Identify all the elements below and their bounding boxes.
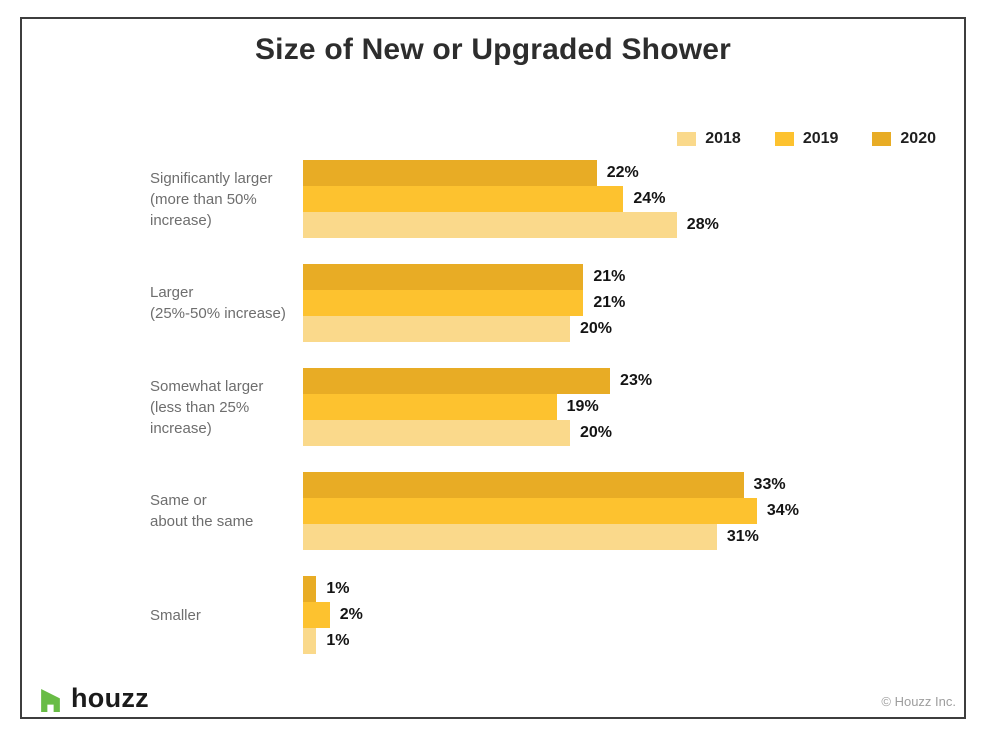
- bar-line-2018: 31%: [303, 524, 940, 550]
- category-label-line: Somewhat larger: [150, 377, 264, 395]
- legend-item-2018: 2018: [677, 130, 741, 148]
- bar-group: 33% 34% 31%: [303, 472, 940, 550]
- category-label-line: (more than 50%: [150, 190, 257, 208]
- bar-2019: [303, 498, 757, 524]
- bar-line-2019: 19%: [303, 394, 940, 420]
- category-label: Smaller: [150, 576, 303, 654]
- category-label-line: increase): [150, 211, 212, 229]
- category-label-line: Smaller: [150, 606, 201, 624]
- bar-line-2019: 24%: [303, 186, 940, 212]
- bar-line-2020: 22%: [303, 160, 940, 186]
- legend: 2018 2019 2020: [677, 130, 936, 148]
- bar-group: 21% 21% 20%: [303, 264, 940, 342]
- category-label-line: increase): [150, 419, 212, 437]
- bar-group: 22% 24% 28%: [303, 160, 940, 238]
- category-label-line: about the same: [150, 513, 254, 530]
- legend-item-2019: 2019: [774, 130, 839, 148]
- category-label-line: (25%-50% increase): [150, 305, 286, 322]
- category-row: Somewhat larger (less than 25% increase) 23…: [150, 368, 940, 446]
- value-label-2018: 31%: [726, 528, 759, 545]
- legend-label-2019: 2019: [802, 130, 839, 147]
- legend-label-2018: 2018: [705, 130, 741, 147]
- category-label-line: Same or: [150, 492, 207, 509]
- bar-2018: [303, 524, 717, 550]
- value-label-2020: 21%: [593, 268, 626, 285]
- value-label-2020: 23%: [620, 372, 653, 389]
- copyright-text: © Houzz Inc.: [881, 694, 956, 709]
- bar-line-2018: 28%: [303, 212, 940, 238]
- bar-2018: [303, 420, 570, 446]
- bar-2020: [303, 160, 597, 186]
- bar-group: 23% 19% 20%: [303, 368, 940, 446]
- bar-line-2018: 20%: [303, 420, 940, 446]
- legend-swatch-2018: [677, 132, 697, 146]
- category-row: Larger (25%-50% increase) 21% 21% 20%: [150, 264, 940, 342]
- bar-line-2020: 1%: [303, 576, 940, 602]
- value-label-2019: 24%: [633, 190, 666, 207]
- bar-2019: [303, 394, 557, 420]
- bar-2020: [303, 472, 744, 498]
- category-label-line: (less than 25%: [150, 398, 250, 416]
- value-label-2019: 21%: [593, 294, 626, 311]
- bar-2020: [303, 576, 317, 602]
- bar-2019: [303, 186, 624, 212]
- bar-group: 1% 2% 1%: [303, 576, 940, 654]
- bar-line-2020: 33%: [303, 472, 940, 498]
- bar-line-2019: 34%: [303, 498, 940, 524]
- bar-2018: [303, 212, 677, 238]
- bar-2020: [303, 368, 611, 394]
- bar-line-2018: 1%: [303, 628, 940, 654]
- category-label: Larger (25%-50% increase): [150, 264, 303, 342]
- legend-label-2020: 2020: [900, 130, 936, 147]
- houzz-h-icon: [41, 688, 60, 712]
- houzz-wordmark: houzz: [71, 683, 149, 713]
- value-label-2020: 22%: [606, 164, 639, 181]
- bar-line-2020: 21%: [303, 264, 940, 290]
- bar-2018: [303, 628, 317, 654]
- bar-2020: [303, 264, 584, 290]
- category-row: Smaller 1% 2% 1%: [150, 576, 940, 654]
- bar-line-2019: 2%: [303, 602, 940, 628]
- category-label: Same or about the same: [150, 472, 303, 550]
- bar-line-2020: 23%: [303, 368, 940, 394]
- bar-line-2019: 21%: [303, 290, 940, 316]
- legend-item-2020: 2020: [872, 130, 936, 148]
- bar-2018: [303, 316, 570, 342]
- category-label: Significantly larger (more than 50% increa…: [150, 160, 303, 238]
- value-label-2020: 33%: [753, 476, 786, 493]
- value-label-2019: 34%: [766, 502, 799, 519]
- bar-2019: [303, 602, 330, 628]
- value-label-2018: 20%: [580, 424, 613, 441]
- category-label-line: Significantly larger: [150, 169, 273, 187]
- chart-frame: Size of New or Upgraded Shower 2018 2019 2…: [20, 17, 966, 719]
- category-label-line: Larger: [150, 284, 194, 301]
- value-label-2018: 20%: [580, 320, 613, 337]
- houzz-logo: houzz: [38, 685, 149, 715]
- bar-line-2018: 20%: [303, 316, 940, 342]
- value-label-2018: 28%: [686, 216, 719, 233]
- value-label-2019: 19%: [566, 398, 599, 415]
- bar-chart: Significantly larger (more than 50% increa…: [150, 160, 940, 654]
- category-label: Somewhat larger (less than 25% increase): [150, 368, 303, 446]
- category-row: Same or about the same 33% 34% 31%: [150, 472, 940, 550]
- bar-2019: [303, 290, 584, 316]
- value-label-2018: 1%: [326, 632, 350, 649]
- category-row: Significantly larger (more than 50% increa…: [150, 160, 940, 238]
- value-label-2019: 2%: [339, 606, 363, 623]
- legend-swatch-2019: [774, 132, 794, 146]
- chart-title: Size of New or Upgraded Shower: [254, 33, 732, 66]
- legend-swatch-2020: [872, 132, 892, 146]
- value-label-2020: 1%: [326, 580, 350, 597]
